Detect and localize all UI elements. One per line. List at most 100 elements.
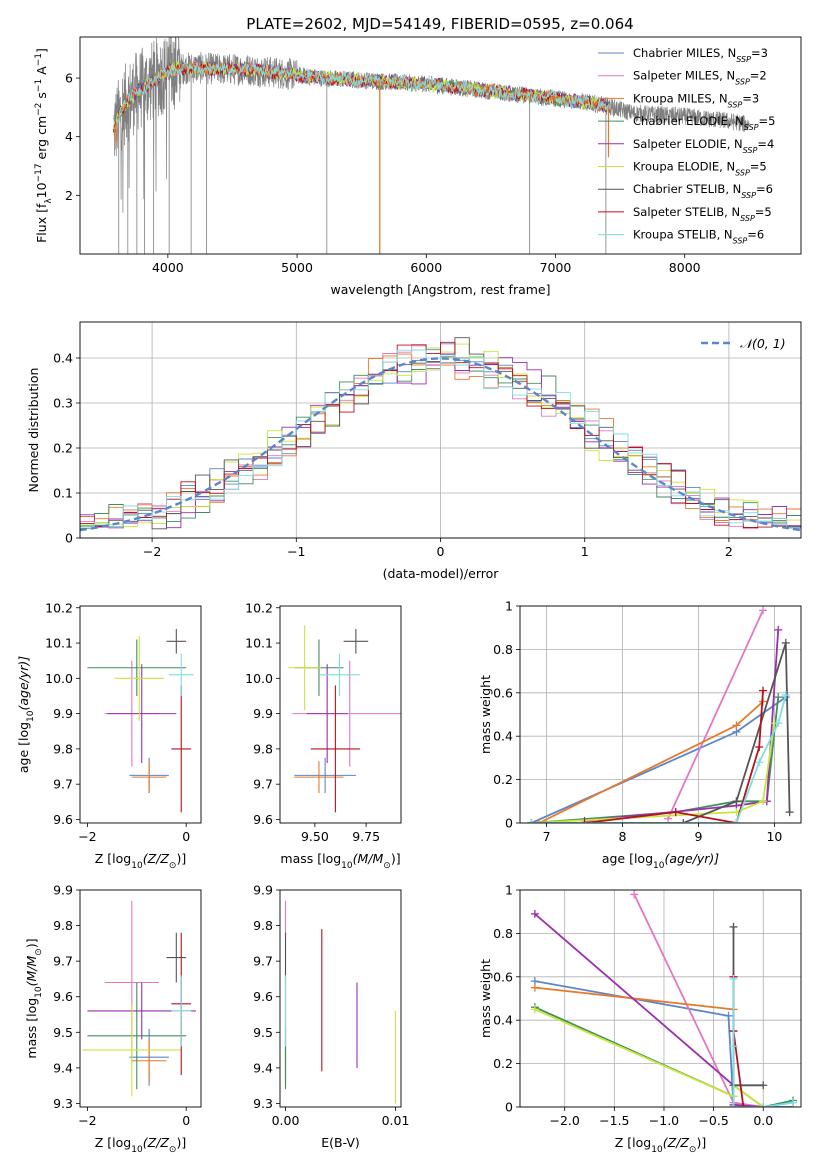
x-axis-label-part: )] — [696, 1135, 706, 1150]
y-tick-label: 0.6 — [493, 969, 513, 984]
errorbar-point — [171, 685, 192, 813]
weight-point-marker — [530, 909, 539, 918]
x-axis-label-part: 10 — [651, 1145, 663, 1155]
y-axis-label-part: )] — [24, 938, 39, 948]
y-tick-label: 9.7 — [253, 777, 273, 792]
weight-point-marker — [759, 1081, 768, 1090]
y-tick-label: 9.4 — [253, 1060, 273, 1075]
errorbar-point — [318, 653, 360, 696]
x-tick-label: 7 — [543, 829, 551, 844]
x-tick-label: 1 — [581, 544, 589, 559]
axes-frame — [519, 889, 802, 1108]
y-tick-label: 4 — [65, 129, 73, 144]
weight-series-line — [584, 690, 764, 823]
x-axis-label-part: (Z/Z — [143, 1135, 170, 1150]
y-axis-label-part: λ — [44, 198, 54, 204]
y-tick-label: 9.6 — [253, 989, 273, 1004]
weight-point-marker — [759, 797, 768, 806]
weight-point-marker — [530, 983, 539, 992]
x-tick-label: −2 — [143, 544, 161, 559]
errorbar-point — [87, 982, 187, 1090]
errorbar-point — [294, 761, 344, 794]
legend: 𝒩(0, 1) — [701, 336, 786, 351]
y-tick-label: 10.2 — [245, 600, 273, 615]
weight-point-marker — [781, 638, 790, 647]
errorbar-point — [310, 685, 360, 813]
axes-frame — [279, 605, 402, 824]
weight-point-marker — [724, 1011, 733, 1020]
weight-point-marker — [732, 819, 741, 823]
y-tick-label: 9.6 — [253, 812, 273, 827]
mass-vs-metallicity-panel: −2 09.39.49.59.69.79.89.9Z [log10(Z/Z⊙)]m… — [24, 883, 202, 1155]
legend-label-value: =5 — [755, 205, 772, 219]
y-axis-label-part: (M/M — [24, 956, 39, 987]
x-axis-label-part: Z [log — [95, 1135, 131, 1150]
x-axis-label-part: ⊙ — [689, 1145, 697, 1155]
weight-point-marker — [732, 797, 741, 806]
plot-area — [87, 628, 194, 813]
errorbar-point — [168, 653, 194, 696]
residuals-panel: −2 −1 0 1 2 0 0.1 0.2 0.3 0.4 (data-model)/error No… — [26, 321, 802, 581]
x-tick-label: 0 — [182, 829, 190, 844]
weight-series-line — [534, 980, 794, 1107]
y-axis-label: age [log10(age/yr)] — [16, 656, 36, 773]
y-tick-label: 1 — [505, 883, 513, 898]
y-tick-label: 0.4 — [53, 351, 73, 366]
x-tick-label: −1.0 — [649, 1113, 679, 1128]
y-tick-label: 0.4 — [493, 1013, 513, 1028]
x-axis-label: E(B-V) — [321, 1135, 360, 1150]
errorbar-point — [87, 639, 187, 696]
y-tick-label: 9.9 — [53, 883, 73, 898]
y-tick-label: 9.9 — [253, 883, 273, 898]
x-axis-label-part: 10 — [653, 861, 665, 871]
figure-title: PLATE=2602, MJD=54149, FIBERID=0595, z=0… — [246, 15, 633, 33]
y-axis-label-part: 10 — [34, 986, 44, 998]
y-axis-label-part: 10 — [26, 710, 36, 722]
y-tick-label: 0 — [65, 531, 73, 546]
y-axis-label-part: (age/yr)] — [16, 656, 31, 711]
histogram-series — [80, 349, 801, 538]
y-tick-label: 9.8 — [53, 741, 73, 756]
x-tick-label: 2 — [725, 544, 733, 559]
weight-point-marker — [781, 690, 790, 699]
legend-label: Kroupa STELIB, NSSP=6 — [633, 228, 764, 246]
legend-label: Salpeter MILES, NSSP=2 — [633, 69, 767, 87]
age-vs-metallicity-panel: −2 09.69.79.89.910.010.110.2Z [log10(Z/Z⊙… — [16, 600, 202, 871]
weight-point-marker — [530, 1005, 539, 1014]
y-axis-label-part: −17 — [34, 163, 44, 182]
plot-area — [284, 900, 397, 1104]
observed-spectrum-line — [113, 37, 750, 213]
weight-series-line — [732, 979, 794, 1107]
x-tick-label: 8000 — [669, 260, 701, 275]
x-axis-label-part: )] — [176, 1135, 186, 1150]
x-tick-label: 6000 — [410, 260, 442, 275]
y-tick-label: 0 — [505, 1100, 513, 1115]
x-axis-label: Z [log10(Z/Z⊙)] — [615, 1135, 706, 1155]
y-tick-label: 0.6 — [493, 685, 513, 700]
x-tick-label: 9 — [694, 829, 702, 844]
legend-label-sub: SSP — [728, 100, 743, 109]
y-axis-label: Flux [fλ10−17 erg cm−2 s−1 A−1] — [34, 48, 54, 243]
weight-point-marker — [679, 819, 688, 823]
weight-vs-metallicity-panel: −2.0 −1.5 −1.0 −0.5 0.0 0 0.2 0.4 0.6 0.8 1 Z [log1… — [478, 883, 802, 1155]
weight-point-marker — [774, 719, 783, 728]
y-tick-label: 10.0 — [245, 671, 273, 686]
weight-point-marker — [739, 1103, 748, 1107]
weight-point-marker — [671, 808, 680, 817]
errorbar-point — [171, 975, 192, 1047]
legend-label: Salpeter STELIB, NSSP=5 — [633, 205, 772, 223]
weight-point-marker — [755, 758, 764, 767]
legend-label-value: =3 — [742, 91, 759, 105]
legend-label-value: =3 — [751, 46, 768, 60]
x-tick-label: 9.75 — [352, 829, 380, 844]
legend-label-sub: SSP — [735, 77, 750, 86]
x-tick-label: 0 — [437, 544, 445, 559]
x-axis-label-part: (Z/Z — [663, 1135, 690, 1150]
legend-label-name: Kroupa MILES, N — [633, 91, 728, 105]
y-tick-label: 1 — [505, 599, 513, 614]
x-axis-label-part: mass [log — [280, 851, 341, 866]
plot-area — [80, 337, 801, 538]
